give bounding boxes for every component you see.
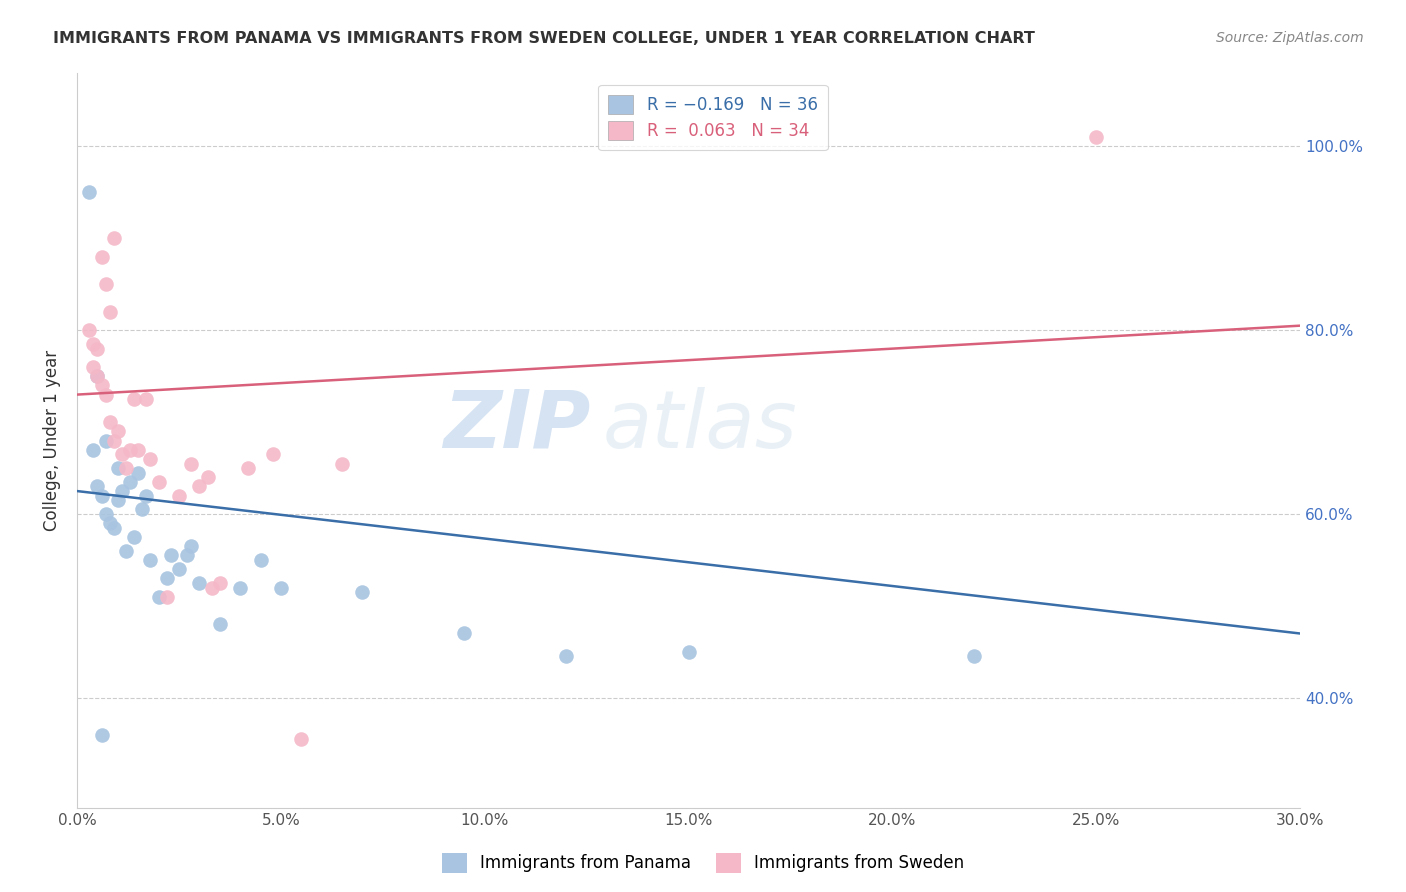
Point bbox=[115, 543, 138, 558]
Point bbox=[148, 590, 170, 604]
Point bbox=[111, 447, 134, 461]
Point bbox=[90, 489, 112, 503]
Point bbox=[127, 442, 149, 457]
Point bbox=[167, 489, 190, 503]
Point bbox=[86, 369, 108, 384]
Point bbox=[678, 645, 700, 659]
Point bbox=[120, 475, 142, 489]
Point bbox=[290, 732, 312, 747]
Point bbox=[330, 457, 353, 471]
Point bbox=[167, 562, 190, 576]
Point bbox=[90, 250, 112, 264]
Point bbox=[79, 186, 101, 200]
Text: Source: ZipAtlas.com: Source: ZipAtlas.com bbox=[1216, 31, 1364, 45]
Point bbox=[188, 576, 211, 591]
Point bbox=[94, 507, 117, 521]
Point bbox=[86, 369, 108, 384]
Point bbox=[262, 447, 284, 461]
Point bbox=[86, 479, 108, 493]
Legend: R = −0.169   N = 36, R =  0.063   N = 34: R = −0.169 N = 36, R = 0.063 N = 34 bbox=[599, 85, 828, 150]
Point bbox=[229, 581, 252, 595]
Point bbox=[94, 387, 117, 401]
Point bbox=[98, 305, 121, 319]
Point bbox=[148, 475, 170, 489]
Point bbox=[82, 359, 104, 374]
Point bbox=[197, 470, 219, 484]
Point bbox=[79, 323, 101, 337]
Point bbox=[103, 521, 125, 535]
Point bbox=[107, 493, 129, 508]
Point bbox=[135, 489, 157, 503]
Point bbox=[238, 461, 260, 475]
Point bbox=[352, 585, 374, 599]
Point bbox=[1085, 130, 1108, 145]
Point bbox=[120, 442, 142, 457]
Point bbox=[156, 590, 179, 604]
Point bbox=[82, 337, 104, 351]
Point bbox=[176, 549, 198, 563]
Point bbox=[107, 425, 129, 439]
Point bbox=[122, 530, 145, 544]
Y-axis label: College, Under 1 year: College, Under 1 year bbox=[44, 350, 60, 531]
Point bbox=[111, 484, 134, 499]
Point bbox=[180, 539, 202, 553]
Point bbox=[98, 516, 121, 531]
Point bbox=[94, 277, 117, 292]
Point bbox=[160, 549, 183, 563]
Point bbox=[135, 392, 157, 407]
Text: ZIP: ZIP bbox=[443, 387, 591, 465]
Point bbox=[86, 342, 108, 356]
Point bbox=[180, 457, 202, 471]
Point bbox=[98, 415, 121, 429]
Point bbox=[270, 581, 292, 595]
Point bbox=[90, 378, 112, 392]
Point bbox=[122, 392, 145, 407]
Legend: Immigrants from Panama, Immigrants from Sweden: Immigrants from Panama, Immigrants from … bbox=[434, 847, 972, 880]
Text: IMMIGRANTS FROM PANAMA VS IMMIGRANTS FROM SWEDEN COLLEGE, UNDER 1 YEAR CORRELATI: IMMIGRANTS FROM PANAMA VS IMMIGRANTS FRO… bbox=[53, 31, 1035, 46]
Point bbox=[188, 479, 211, 493]
Point bbox=[107, 461, 129, 475]
Point bbox=[139, 451, 162, 466]
Point bbox=[555, 649, 578, 664]
Point bbox=[94, 434, 117, 448]
Point bbox=[156, 571, 179, 585]
Point bbox=[103, 231, 125, 245]
Point bbox=[131, 502, 153, 516]
Point bbox=[139, 553, 162, 567]
Point bbox=[90, 728, 112, 742]
Point bbox=[249, 553, 271, 567]
Point bbox=[127, 466, 149, 480]
Point bbox=[103, 434, 125, 448]
Point bbox=[208, 576, 231, 591]
Text: atlas: atlas bbox=[603, 387, 797, 465]
Point bbox=[115, 461, 138, 475]
Point bbox=[453, 626, 475, 640]
Point bbox=[208, 617, 231, 632]
Point bbox=[201, 581, 224, 595]
Point bbox=[963, 649, 986, 664]
Point bbox=[82, 442, 104, 457]
